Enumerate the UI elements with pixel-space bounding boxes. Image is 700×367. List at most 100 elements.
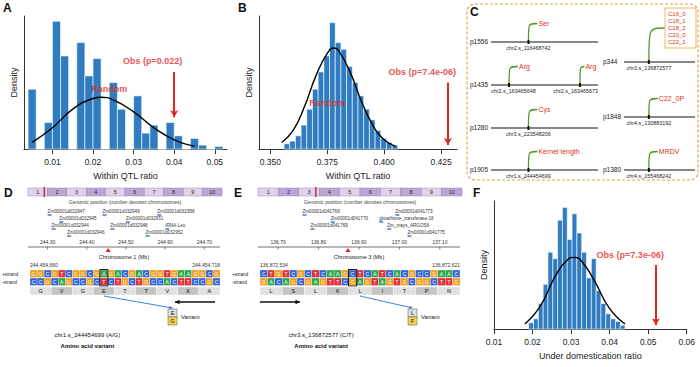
svg-text:136,872,534: 136,872,534 (260, 262, 288, 268)
svg-text:G: G (410, 271, 414, 277)
svg-text:7: 7 (389, 189, 392, 195)
svg-text:T: T (270, 271, 273, 277)
svg-text:0.04: 0.04 (601, 337, 618, 347)
svg-text:G: G (432, 271, 436, 277)
svg-text:T: T (336, 279, 339, 285)
svg-text:tRNA-Leu: tRNA-Leu (165, 223, 186, 228)
svg-text:136,872,621: 136,872,621 (432, 262, 460, 268)
svg-text:A: A (447, 271, 451, 277)
svg-text:T: T (144, 288, 148, 294)
svg-text:G: G (81, 271, 85, 277)
svg-text:Zm00001d032951: Zm00001d032951 (126, 216, 164, 221)
svg-text:G: G (151, 271, 155, 277)
svg-text:Zm00001d041769: Zm00001d041769 (311, 223, 349, 228)
svg-text:chr4.s_130883192: chr4.s_130883192 (627, 120, 672, 126)
svg-text:A: A (3, 1, 12, 15)
svg-text:L: L (270, 288, 273, 294)
svg-text:G: G (95, 271, 99, 277)
svg-text:T: T (440, 279, 443, 285)
svg-text:Chromosome 3 (Mb): Chromosome 3 (Mb) (334, 254, 385, 260)
svg-text:T: T (138, 279, 141, 285)
svg-text:p1556: p1556 (470, 38, 488, 46)
svg-text:Zm00001d032948: Zm00001d032948 (110, 223, 148, 228)
svg-text:G: G (81, 288, 85, 294)
svg-text:A: A (381, 279, 385, 285)
svg-text:I: I (381, 288, 383, 294)
svg-text:T: T (381, 271, 384, 277)
svg-text:V: V (165, 288, 169, 294)
svg-text:C: C (81, 279, 85, 285)
svg-text:6: 6 (369, 189, 372, 195)
svg-text:G: G (172, 271, 176, 277)
svg-text:C: C (388, 271, 392, 277)
svg-text:B: B (238, 1, 247, 15)
svg-text:chr4.s_155468242: chr4.s_155468242 (627, 173, 672, 179)
svg-text:chr1.s_244454699: chr1.s_244454699 (506, 173, 551, 179)
svg-text:T: T (180, 279, 183, 285)
svg-text:p1435: p1435 (470, 81, 488, 89)
svg-text:T: T (396, 279, 399, 285)
svg-text:T: T (403, 288, 407, 294)
svg-text:Random: Random (91, 84, 127, 94)
svg-text:chr2.s_163465673: chr2.s_163465673 (553, 88, 598, 94)
svg-text:Zm00001d032952: Zm00001d032952 (146, 230, 184, 235)
svg-text:C: C (351, 271, 355, 277)
svg-text:244.50: 244.50 (118, 239, 134, 245)
svg-text:G: G (291, 279, 295, 285)
svg-text:C: C (343, 279, 347, 285)
svg-text:244,454,718: 244,454,718 (192, 262, 220, 268)
svg-text:G: G (343, 271, 347, 277)
svg-text:Variant: Variant (181, 314, 200, 320)
svg-text:C: C (53, 279, 57, 285)
svg-text:G: G (207, 279, 211, 285)
svg-text:244.30: 244.30 (40, 239, 56, 245)
svg-text:C22_1: C22_1 (668, 39, 686, 45)
svg-text:p1280: p1280 (470, 124, 488, 132)
svg-text:244.70: 244.70 (197, 239, 213, 245)
svg-text:Arg: Arg (519, 63, 530, 71)
svg-text:T: T (329, 279, 332, 285)
svg-text:C: C (39, 279, 43, 285)
svg-text:Within QTL ratio: Within QTL ratio (93, 171, 158, 181)
svg-text:C: C (321, 271, 325, 277)
svg-text:Genomic position (number denot: Genomic position (number denotes chromos… (304, 199, 417, 205)
svg-text:A: A (116, 271, 120, 277)
svg-text:+strand: +strand (232, 272, 248, 277)
svg-text:C: C (410, 279, 414, 285)
svg-text:4: 4 (94, 189, 97, 195)
svg-text:C: C (454, 271, 458, 277)
svg-text:Zm00001d032946: Zm00001d032946 (67, 230, 105, 235)
svg-text:A: A (269, 279, 273, 285)
svg-text:C: C (366, 271, 370, 277)
svg-text:Zm_mays_ARGOS8: Zm_mays_ARGOS8 (387, 223, 429, 228)
svg-text:0.02: 0.02 (85, 157, 102, 167)
svg-text:T: T (284, 271, 287, 277)
svg-text:0.01: 0.01 (44, 157, 61, 167)
svg-text:Density: Density (9, 67, 19, 98)
svg-text:Zm00001d032949: Zm00001d032949 (102, 209, 140, 214)
svg-text:C: C (74, 279, 78, 285)
svg-text:T: T (102, 279, 105, 285)
svg-text:-strand: -strand (2, 280, 17, 285)
svg-text:Obs (p=7.4e-06): Obs (p=7.4e-06) (389, 67, 456, 77)
svg-text:E: E (171, 310, 175, 316)
svg-text:E: E (102, 288, 106, 294)
svg-text:E: E (234, 186, 242, 200)
svg-text:0.04: 0.04 (166, 157, 183, 167)
svg-text:Obs (p=7.3e-06): Obs (p=7.3e-06) (597, 250, 664, 260)
svg-text:Density: Density (479, 250, 489, 281)
svg-text:0.03: 0.03 (125, 157, 142, 167)
svg-text:chr1.s_244454699 (A/G): chr1.s_244454699 (A/G) (55, 332, 121, 338)
svg-text:T: T (447, 279, 450, 285)
svg-text:A: A (358, 279, 362, 285)
svg-text:2: 2 (287, 189, 290, 195)
svg-text:244,454,660: 244,454,660 (30, 262, 58, 268)
svg-text:A: A (180, 271, 184, 277)
svg-text:chr2.s_116468742: chr2.s_116468742 (506, 45, 550, 51)
svg-text:Ser: Ser (538, 20, 550, 27)
svg-text:0.350: 0.350 (260, 157, 282, 167)
svg-text:Zm00001d032944: Zm00001d032944 (52, 223, 90, 228)
svg-text:136.70: 136.70 (271, 239, 287, 245)
svg-text:chr2.s_163465648: chr2.s_163465648 (491, 88, 536, 94)
svg-text:8: 8 (409, 189, 412, 195)
